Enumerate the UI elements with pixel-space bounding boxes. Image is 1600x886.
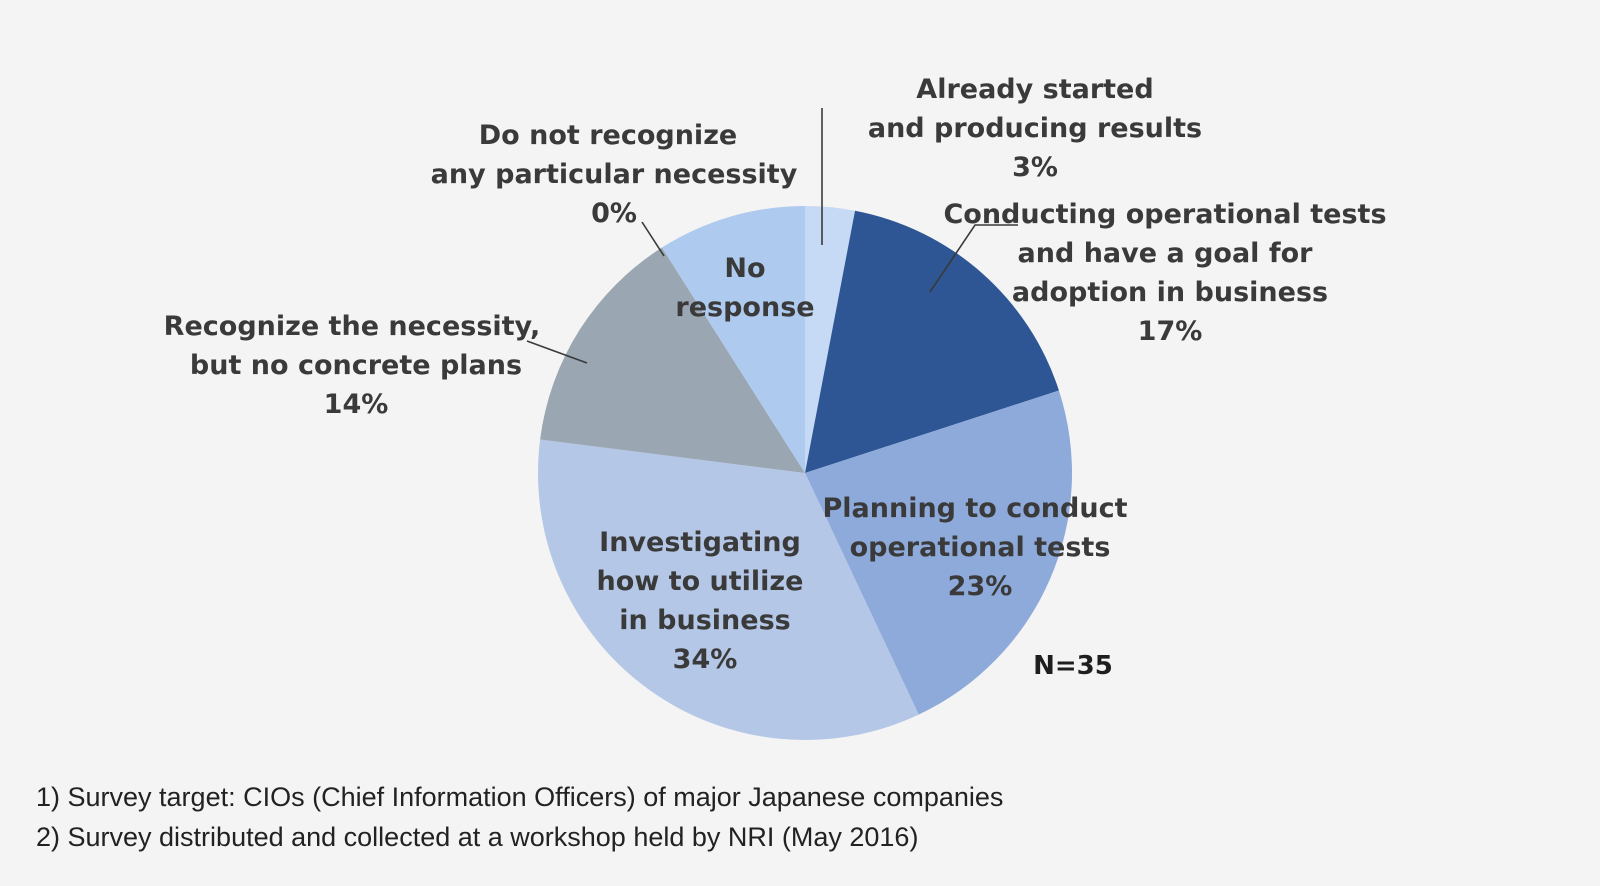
slice-label-line: No: [724, 253, 765, 284]
pie-slice-noresponse: [661, 206, 805, 473]
slice-label-line: response: [675, 292, 814, 323]
slice-percent-label: 23%: [948, 571, 1013, 602]
slice-label-line: how to utilize: [597, 566, 804, 597]
pie-slice-conducting: [805, 210, 1059, 474]
label-recognize-necessity: Recognize the necessity, but no concrete …: [164, 311, 541, 420]
slice-label-line: adoption in business: [1012, 277, 1328, 308]
leader-line-conducting-tests: [929, 224, 1018, 293]
slice-label-line: Conducting operational tests: [943, 199, 1386, 230]
slice-label-line: and have a goal for: [1018, 238, 1314, 269]
slice-label-line: and producing results: [868, 113, 1202, 144]
footnote-survey-distribution: 2) Survey distributed and collected at a…: [36, 822, 919, 852]
label-already-started: Already started and producing results 3%: [868, 74, 1202, 183]
slice-percent-label: 17%: [1138, 316, 1203, 347]
pie-slice-already: [805, 206, 856, 473]
leader-line-do-not-recognize: [641, 221, 665, 257]
slice-label-line: but no concrete plans: [190, 350, 522, 381]
slice-label-line: any particular necessity: [431, 159, 798, 190]
footnote-survey-target: 1) Survey target: CIOs (Chief Informatio…: [36, 782, 1004, 812]
label-no-response: No response: [675, 253, 814, 323]
label-planning-tests: Planning to conduct operational tests 23%: [822, 493, 1127, 602]
slice-percent-label: 14%: [324, 389, 389, 420]
slice-label-line: Investigating: [599, 527, 801, 558]
slice-label-line: Already started: [916, 74, 1153, 105]
slice-label-line: in business: [619, 605, 790, 636]
leader-line-recognize-necessity: [526, 340, 588, 364]
pie-slice-planning: [805, 390, 1072, 715]
slice-percent-label: 34%: [673, 644, 738, 675]
label-do-not-recognize: Do not recognize any particular necessity…: [431, 120, 798, 229]
pie-slice-investigating: [538, 439, 919, 740]
pie-slice-recognize: [540, 247, 805, 473]
slice-label-line: Planning to conduct: [822, 493, 1127, 524]
slice-percent-label: 0%: [591, 198, 637, 229]
slice-label-line: Recognize the necessity,: [164, 311, 541, 342]
sample-size: N=35: [1033, 651, 1113, 681]
slice-label-line: Do not recognize: [479, 120, 737, 151]
label-conducting-tests: Conducting operational tests and have a g…: [943, 199, 1386, 347]
label-investigating: Investigating how to utilize in business 34…: [597, 527, 804, 675]
slice-percent-label: 3%: [1012, 152, 1058, 183]
slice-label-line: operational tests: [850, 532, 1111, 563]
